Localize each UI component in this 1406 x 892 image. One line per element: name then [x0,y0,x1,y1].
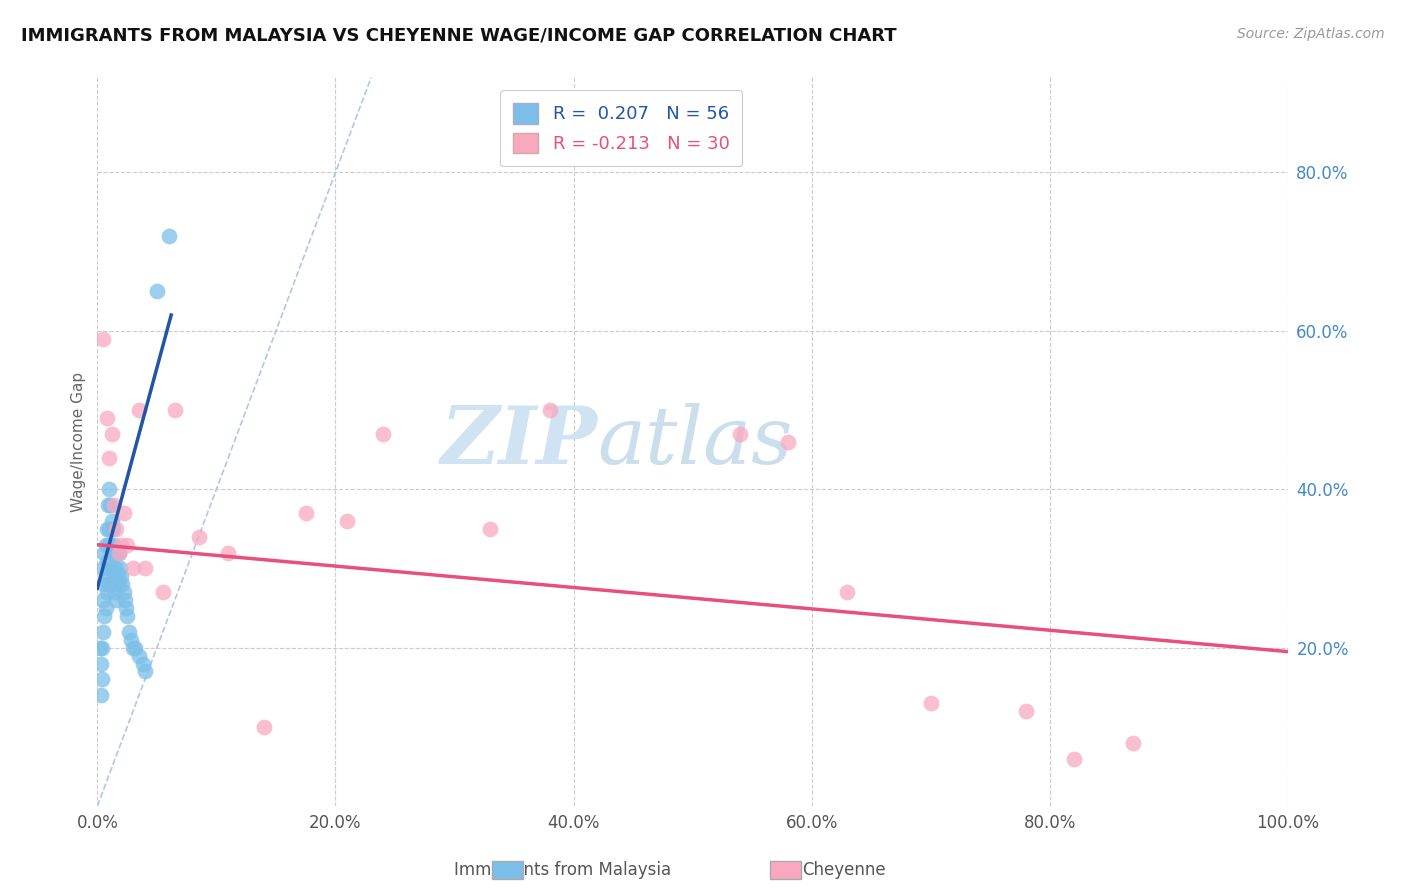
Point [91,673,114,687]
Point [97,538,120,552]
Point [107,546,129,560]
Point [294,506,316,520]
Point [100,538,122,552]
Text: atlas: atlas [598,403,793,481]
Point [776,434,799,449]
Point [107,569,129,583]
Point [96,585,118,599]
Point [131,657,153,671]
Legend: R =  0.207   N = 56, R = -0.213   N = 30: R = 0.207 N = 56, R = -0.213 N = 30 [501,90,742,166]
Point [103,538,125,552]
Text: Cheyenne: Cheyenne [801,861,886,879]
Point [91,640,114,655]
Point [103,498,125,512]
Point [187,530,209,544]
Y-axis label: Wage/Income Gap: Wage/Income Gap [72,372,86,512]
Point [91,593,114,607]
Point [134,665,156,679]
Point [93,546,115,560]
Point [336,514,359,528]
Point [108,561,131,575]
Text: ZIP: ZIP [440,403,598,481]
Point [105,561,128,575]
Point [128,648,150,663]
Point [98,561,121,575]
Point [105,593,128,607]
Point [100,498,122,512]
Point [1063,751,1085,765]
Point [1015,704,1038,718]
Point [146,285,169,299]
Point [98,483,121,497]
Point [94,538,117,552]
Point [96,553,118,567]
Point [98,450,121,465]
Text: IMMIGRANTS FROM MALAYSIA VS CHEYENNE WAGE/INCOME GAP CORRELATION CHART: IMMIGRANTS FROM MALAYSIA VS CHEYENNE WAG… [21,27,897,45]
Point [91,561,114,575]
Point [110,569,132,583]
Point [115,609,138,624]
Point [101,561,124,575]
Point [96,522,118,536]
Point [103,569,125,583]
Point [128,403,150,417]
Point [100,546,122,560]
Point [104,585,127,599]
Point [837,585,859,599]
Point [107,546,129,560]
Point [114,593,136,607]
Point [152,585,174,599]
Point [157,228,180,243]
Point [111,577,134,591]
Point [124,640,146,655]
Point [93,577,115,591]
Point [253,720,276,734]
Text: Immigrants from Malaysia: Immigrants from Malaysia [454,861,671,879]
Point [122,640,145,655]
Point [100,577,122,591]
Point [1122,736,1144,750]
Point [112,585,135,599]
Point [91,332,114,346]
Text: Source: ZipAtlas.com: Source: ZipAtlas.com [1237,27,1385,41]
Point [115,538,138,552]
Point [97,498,120,512]
Point [122,561,145,575]
Point [120,632,142,647]
Point [94,569,117,583]
Point [920,696,942,710]
Point [89,640,111,655]
Point [100,577,122,591]
Point [538,403,561,417]
Point [217,546,239,560]
Point [118,624,141,639]
Point [100,514,122,528]
Point [371,426,394,441]
Point [90,688,112,702]
Point [110,538,132,552]
Point [90,657,112,671]
Point [479,522,502,536]
Point [730,426,752,441]
Point [98,522,121,536]
Point [101,522,124,536]
Point [163,403,186,417]
Point [104,546,127,560]
Point [134,561,156,575]
Point [94,601,117,615]
Point [100,426,122,441]
Point [115,601,138,615]
Point [93,609,115,624]
Point [107,577,129,591]
Point [96,411,118,425]
Point [91,624,114,639]
Point [105,522,128,536]
Point [112,506,135,520]
Point [97,577,120,591]
